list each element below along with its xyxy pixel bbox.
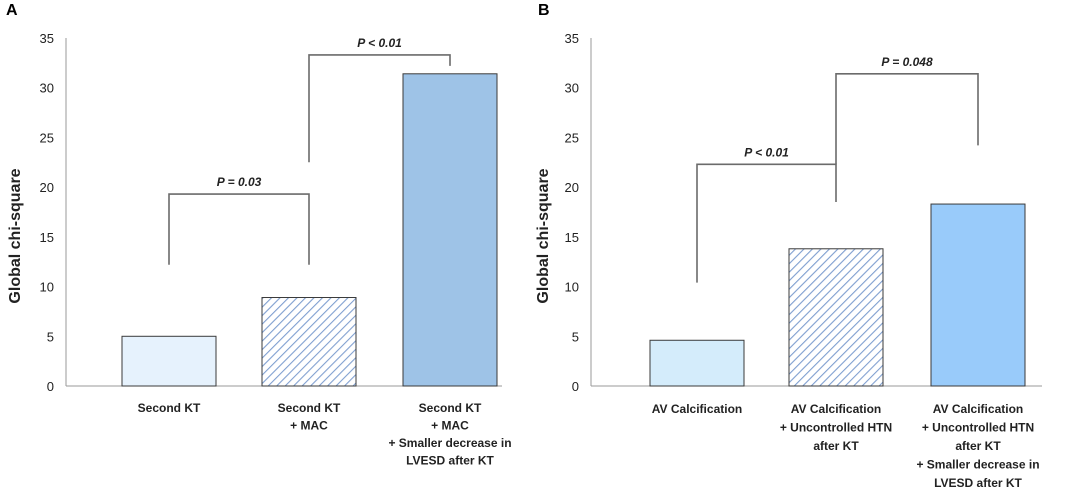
panel-a-bars [121, 73, 498, 387]
panel-a-comparisons: P = 0.03 P < 0.01 [168, 36, 451, 265]
panel-a: A Global chi-square 0 5 10 15 20 25 30 35 P = 0… [6, 2, 512, 468]
y-tick-label: 15 [40, 230, 54, 245]
y-tick-label: 25 [40, 130, 54, 145]
y-tick-label: 30 [40, 81, 54, 96]
category-label-line: + Uncontrolled HTN [922, 421, 1034, 435]
bar-2 [788, 248, 884, 387]
y-tick-label: 10 [40, 280, 54, 295]
category-label-line: + Smaller decrease in [388, 436, 511, 450]
bar-2 [261, 297, 357, 387]
panel-a-letter: A [6, 2, 18, 19]
y-tick-label: 15 [565, 230, 579, 245]
category-label-line: LVESD after KT [934, 476, 1022, 490]
category-label-line: + Uncontrolled HTN [780, 421, 892, 435]
panel-b: B Global chi-square 0 5 10 15 20 25 30 35 P < 0… [535, 2, 1042, 490]
p-value-label: P = 0.03 [217, 175, 262, 189]
y-tick-label: 25 [565, 130, 579, 145]
y-tick-label: 0 [572, 379, 579, 394]
y-tick-label: 20 [565, 180, 579, 195]
y-tick-label: 5 [572, 329, 579, 344]
bar-1 [649, 339, 745, 387]
y-tick-label: 5 [47, 329, 54, 344]
y-tick-label: 10 [565, 280, 579, 295]
category-label-2: AV Calcification + Uncontrolled HTN after … [780, 402, 892, 453]
panel-a-category-labels: Second KT Second KT + MAC Second KT + MAC + S… [138, 401, 512, 468]
y-tick-label: 30 [565, 81, 579, 96]
category-label-line: AV Calcification [791, 402, 881, 416]
y-tick-label: 0 [47, 379, 54, 394]
p-value-label: P = 0.048 [881, 55, 933, 69]
category-label-line: Second KT [419, 401, 482, 415]
panel-b-category-labels: AV Calcification AV Calcification + Uncont… [652, 402, 1040, 490]
category-label-3: Second KT + MAC + Smaller decrease in LVESD… [388, 401, 511, 468]
category-label-2: Second KT + MAC [278, 401, 341, 433]
category-label-line: AV Calcification [933, 402, 1023, 416]
bar-3 [930, 203, 1026, 387]
panel-b-comparisons: P < 0.01 P = 0.048 [696, 55, 979, 283]
y-tick-label: 35 [40, 31, 54, 46]
panel-b-y-axis-label: Global chi-square [535, 168, 552, 303]
panel-b-bars [649, 203, 1026, 387]
category-label-line: Second KT [138, 401, 201, 415]
category-label-line: LVESD after KT [406, 454, 494, 468]
significance-bracket [835, 72, 979, 165]
panel-b-letter: B [538, 2, 550, 19]
panel-a-y-axis-label: Global chi-square [7, 168, 24, 303]
significance-bracket [168, 193, 310, 265]
category-label-line: after KT [955, 439, 1001, 453]
category-label-3: AV Calcification + Uncontrolled HTN after … [916, 402, 1039, 490]
p-value-label: P < 0.01 [357, 36, 402, 50]
category-label-line: + Smaller decrease in [916, 458, 1039, 472]
category-label-line: AV Calcification [652, 402, 742, 416]
bar-3 [402, 73, 498, 387]
significance-bracket [696, 163, 837, 283]
category-label-line: Second KT [278, 401, 341, 415]
bar-1 [121, 335, 217, 387]
category-label-line: + MAC [290, 419, 328, 433]
category-label-1: AV Calcification [652, 402, 742, 416]
category-label-line: after KT [813, 439, 859, 453]
y-tick-label: 20 [40, 180, 54, 195]
y-tick-label: 35 [565, 31, 579, 46]
significance-bracket [308, 54, 451, 163]
panel-b-y-ticks: 0 5 10 15 20 25 30 35 [565, 31, 579, 394]
category-label-1: Second KT [138, 401, 201, 415]
panel-a-y-ticks: 0 5 10 15 20 25 30 35 [40, 31, 54, 394]
p-value-label: P < 0.01 [744, 145, 789, 159]
category-label-line: + MAC [431, 419, 469, 433]
